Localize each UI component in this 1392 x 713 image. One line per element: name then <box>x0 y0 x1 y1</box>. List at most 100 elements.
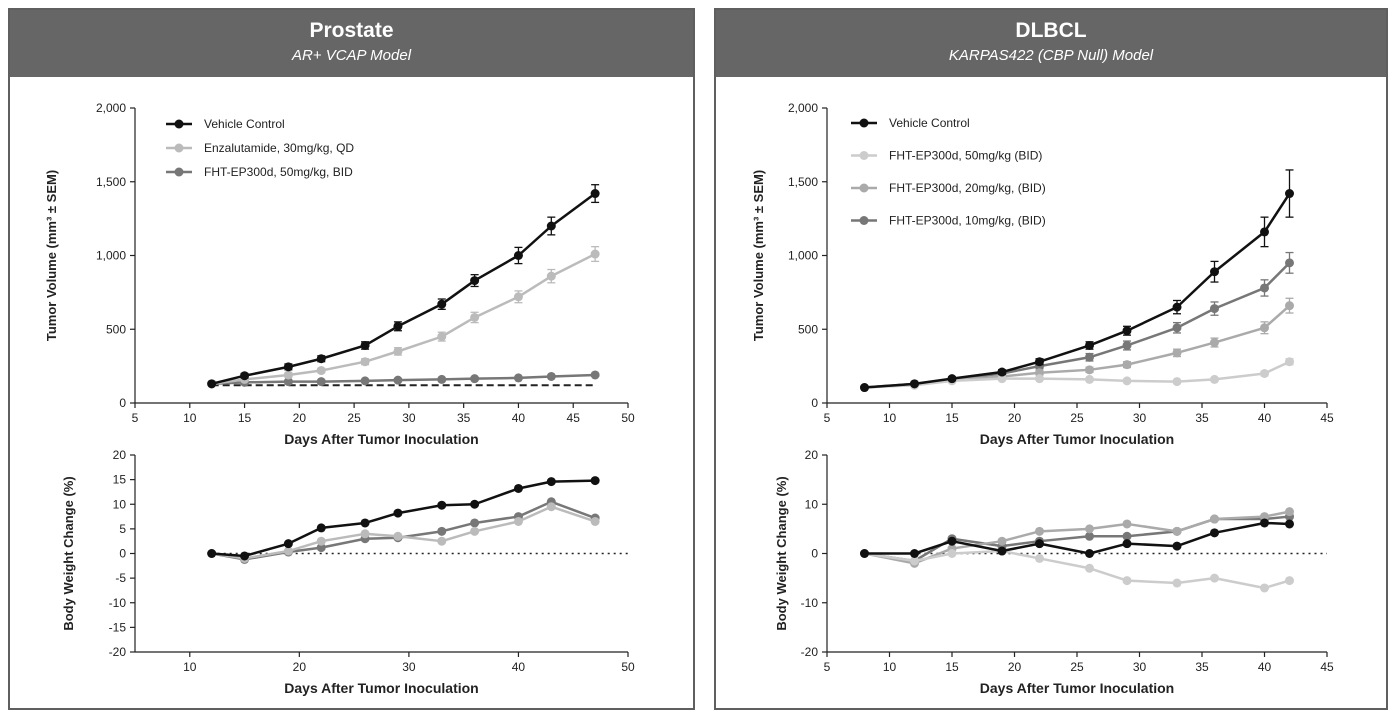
data-point <box>283 546 293 556</box>
data-point <box>910 379 919 389</box>
data-point <box>360 357 370 367</box>
data-point <box>316 366 326 376</box>
y-axis-label: Body Weight Change (%) <box>61 476 76 630</box>
data-point <box>590 476 600 486</box>
data-point <box>910 556 919 566</box>
data-point <box>1210 304 1219 314</box>
y-tick-label: 20 <box>113 448 127 462</box>
data-point <box>393 531 403 541</box>
data-point <box>1085 365 1094 375</box>
y-tick-label: 2,000 <box>788 101 818 115</box>
legend-marker <box>859 216 869 225</box>
series-line <box>864 360 1291 389</box>
x-tick-label: 5 <box>824 660 831 674</box>
dlbcl-tumor-volume-chart: 0 500 1,000 1,500 2,000 5 10 15 20 25 30 35 40 45 Days… <box>751 101 1334 447</box>
data-point <box>283 377 293 387</box>
data-point <box>860 549 869 558</box>
data-point <box>1122 326 1132 336</box>
data-point <box>1172 541 1182 551</box>
y-tick-label: 10 <box>805 497 819 511</box>
x-tick-label: 5 <box>824 411 831 425</box>
x-tick-label: 35 <box>1195 660 1209 674</box>
series-4 <box>860 512 1294 566</box>
data-point <box>1260 518 1269 528</box>
data-point <box>470 499 480 509</box>
data-point <box>1085 524 1094 534</box>
data-point <box>513 251 523 260</box>
x-tick-label: 20 <box>293 411 307 425</box>
data-point <box>1285 576 1294 586</box>
data-point <box>513 373 523 383</box>
data-point <box>590 370 600 380</box>
x-tick-label: 15 <box>945 411 959 425</box>
data-point <box>207 549 217 558</box>
panel-header: DLBCL KARPAS422 (CBP Null) Model <box>716 10 1386 77</box>
data-point <box>1260 227 1269 237</box>
data-point <box>546 371 556 381</box>
data-point <box>546 271 556 281</box>
series-line <box>211 505 596 560</box>
series-2 <box>860 357 1294 393</box>
data-point <box>1285 189 1294 199</box>
data-point <box>997 546 1007 556</box>
x-tick-label: 25 <box>347 411 361 425</box>
x-axis-label: Days After Tumor Inoculation <box>284 680 478 696</box>
legend-label: Vehicle Control <box>204 117 285 131</box>
legend-marker <box>174 167 184 177</box>
data-point <box>1285 507 1294 517</box>
y-tick-label: 5 <box>119 522 126 536</box>
data-point <box>1122 531 1132 541</box>
x-tick-label: 10 <box>183 660 197 674</box>
data-point <box>360 376 370 386</box>
legend-marker <box>859 118 869 128</box>
x-tick-label: 25 <box>1070 411 1084 425</box>
data-point <box>1035 539 1044 549</box>
y-tick-label: -10 <box>801 596 819 610</box>
x-axis-label: Days After Tumor Inoculation <box>284 431 478 447</box>
panel-title: Prostate <box>309 19 394 42</box>
legend-label: FHT-EP300d, 20mg/kg, (BID) <box>889 181 1046 195</box>
data-point <box>360 529 370 539</box>
data-point <box>470 312 480 322</box>
x-tick-label: 30 <box>402 660 416 674</box>
y-tick-label: -20 <box>109 645 127 659</box>
data-point <box>393 346 403 356</box>
data-point <box>997 536 1007 546</box>
data-point <box>316 354 326 364</box>
x-tick-label: 30 <box>1133 660 1147 674</box>
panel-subtitle: AR+ VCAP Model <box>291 47 412 64</box>
series-1 <box>207 184 600 389</box>
data-point <box>360 340 370 350</box>
data-point <box>360 518 370 528</box>
data-point <box>590 189 600 199</box>
x-tick-label: 30 <box>402 411 416 425</box>
data-point <box>1285 357 1294 367</box>
data-point <box>437 299 447 309</box>
x-tick-label: 50 <box>621 411 635 425</box>
data-point <box>1285 258 1294 268</box>
data-point <box>1172 526 1182 536</box>
data-point <box>470 526 480 536</box>
data-point <box>546 502 556 512</box>
data-point <box>546 221 556 231</box>
x-tick-label: 45 <box>1320 411 1334 425</box>
data-point <box>1210 514 1219 524</box>
y-tick-label: 0 <box>119 396 126 410</box>
data-point <box>470 374 480 384</box>
data-point <box>393 508 403 518</box>
x-tick-label: 40 <box>512 660 526 674</box>
x-tick-label: 35 <box>1195 411 1209 425</box>
x-tick-label: 45 <box>1320 660 1334 674</box>
dlbcl-panel: DLBCL KARPAS422 (CBP Null) Model 0 500 1,0… <box>714 8 1388 710</box>
legend-marker <box>174 119 184 129</box>
data-point <box>437 536 447 546</box>
series-1 <box>207 476 600 561</box>
panel-title: DLBCL <box>1015 19 1087 42</box>
data-point <box>316 377 326 387</box>
prostate-panel: Prostate AR+ VCAP Model 0 500 1,000 1,500 2,… <box>8 8 695 710</box>
panel-subtitle: KARPAS422 (CBP Null) Model <box>948 47 1154 64</box>
data-point <box>283 370 293 380</box>
series-line <box>864 261 1291 389</box>
data-point <box>1035 374 1044 384</box>
x-tick-label: 10 <box>883 411 897 425</box>
